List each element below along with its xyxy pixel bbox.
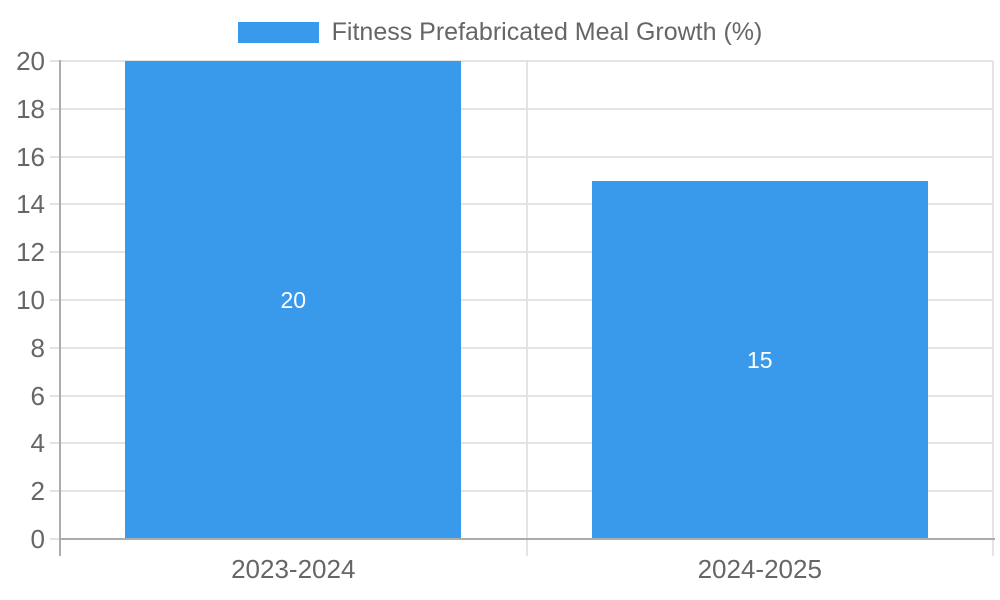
legend-swatch (237, 21, 319, 43)
x-axis-line (59, 538, 995, 540)
y-tick-label: 8 (30, 332, 45, 363)
y-tick-label: 12 (16, 237, 45, 268)
y-tick-label: 10 (16, 285, 45, 315)
y-gridline (50, 442, 993, 445)
y-tick-label: 16 (16, 141, 45, 172)
y-gridline (50, 155, 993, 158)
y-gridline (50, 60, 993, 62)
bar[interactable] (125, 61, 462, 539)
y-tick-label: 4 (30, 428, 45, 459)
x-axis-tick (992, 539, 994, 556)
y-tick-label: 20 (16, 46, 45, 76)
y-gridline (50, 203, 993, 206)
y-tick-label: 6 (30, 380, 45, 411)
legend[interactable]: Fitness Prefabricated Meal Growth (%) (0, 17, 1000, 47)
y-gridline (50, 299, 993, 301)
bar[interactable] (591, 180, 928, 539)
y-gridline (50, 251, 993, 254)
y-gridline (50, 490, 993, 493)
x-tick-label: 2023-2024 (231, 554, 356, 584)
y-gridline (50, 394, 993, 397)
y-axis-line (59, 60, 61, 556)
y-tick-label: 18 (16, 93, 45, 124)
legend-label: Fitness Prefabricated Meal Growth (%) (331, 17, 763, 46)
bar-value-label: 20 (280, 287, 307, 313)
x-axis-tick (525, 539, 528, 556)
bar-value-label: 15 (746, 346, 773, 373)
x-boundary-gridline (525, 61, 528, 539)
x-tick-label: 2024-2025 (697, 554, 822, 584)
x-boundary-gridline (992, 61, 994, 539)
y-tick-label: 14 (16, 189, 45, 220)
y-tick-label: 0 (30, 524, 45, 554)
y-gridline (50, 346, 993, 349)
y-tick-label: 2 (30, 476, 45, 507)
y-gridline (50, 107, 993, 110)
